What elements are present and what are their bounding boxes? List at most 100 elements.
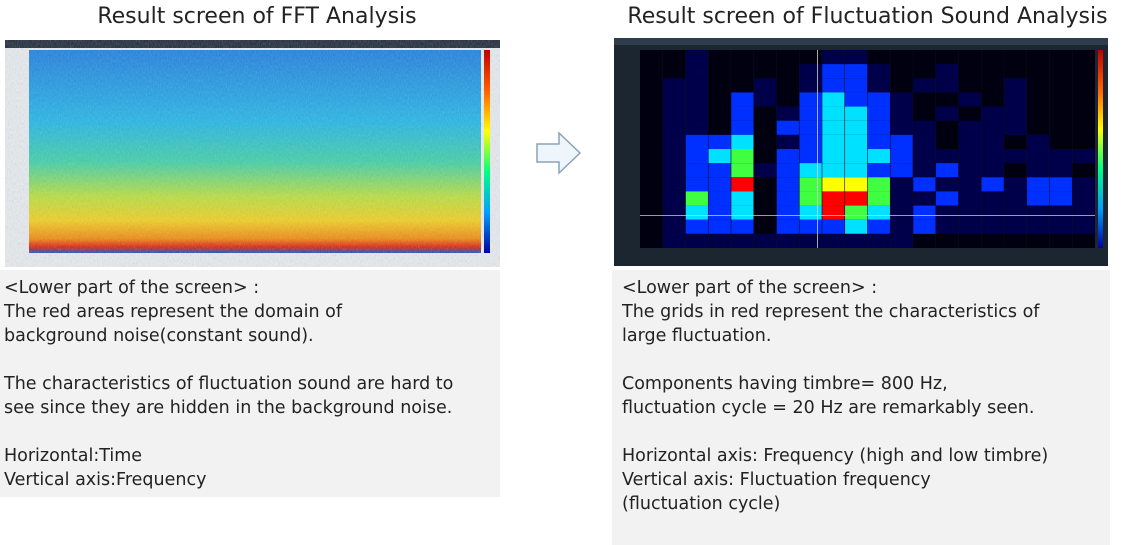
heat-cell	[708, 219, 731, 234]
heat-cell	[958, 177, 982, 192]
heat-cell	[935, 149, 959, 164]
heat-cell	[1004, 78, 1027, 93]
spectrogram-texture	[29, 50, 481, 253]
heat-cell	[1072, 191, 1095, 206]
right-title: Result screen of Fluctuation Sound Analy…	[627, 4, 1108, 29]
heat-cell	[1072, 177, 1095, 192]
heat-cell	[981, 191, 1004, 206]
text-line: large fluctuation.	[622, 326, 772, 346]
heat-cell	[958, 92, 982, 107]
paragraph: <Lower part of the screen> : The red area…	[4, 276, 500, 348]
heat-cell	[799, 219, 822, 234]
heat-cell	[890, 149, 913, 164]
heat-cell	[799, 134, 822, 149]
heat-cell	[958, 219, 982, 234]
heat-cell	[708, 191, 731, 206]
heat-cell	[731, 120, 754, 135]
text-line: Horizontal axis: Frequency (high and low…	[622, 446, 1049, 466]
heat-cell	[981, 106, 1004, 121]
heat-cell	[1004, 120, 1027, 135]
heat-cell	[685, 191, 709, 206]
heat-cell	[844, 64, 868, 79]
heat-cell	[731, 205, 754, 220]
heat-cell	[867, 191, 891, 206]
heat-cell	[981, 219, 1004, 234]
heat-cell	[776, 191, 800, 206]
heat-cell	[776, 120, 800, 135]
heat-cell	[1026, 205, 1050, 220]
heat-cell	[822, 205, 845, 220]
heat-cell	[685, 233, 709, 248]
heat-cell	[867, 205, 891, 220]
heat-cell	[890, 233, 913, 248]
heat-cell	[913, 163, 936, 178]
heat-cell	[685, 149, 709, 164]
arrow-shape	[536, 131, 582, 175]
heat-cell	[935, 106, 959, 121]
heat-cell	[731, 233, 754, 248]
heat-cell	[981, 134, 1004, 149]
heat-cell	[731, 92, 754, 107]
heat-cell	[1004, 92, 1027, 107]
paragraph: Horizontal:Time Vertical axis:Frequency	[4, 444, 500, 492]
heat-cell	[799, 205, 822, 220]
heat-cell	[935, 205, 959, 220]
heat-cell	[731, 191, 754, 206]
heat-cell	[822, 120, 845, 135]
text-line: background noise(constant sound).	[4, 326, 314, 346]
heat-cell	[844, 78, 868, 93]
heat-cell	[662, 78, 686, 93]
text-line: Horizontal:Time	[4, 446, 143, 466]
heat-cell	[731, 177, 754, 192]
heat-cell	[662, 92, 686, 107]
fft-screenshot	[5, 40, 500, 267]
heat-cell	[1004, 106, 1027, 121]
heat-cell	[1026, 134, 1050, 149]
heat-cell	[776, 163, 800, 178]
heat-cell	[867, 233, 891, 248]
heat-cell	[981, 205, 1004, 220]
heat-cell	[1004, 191, 1027, 206]
text-line: <Lower part of the screen> :	[622, 278, 878, 298]
heat-cell	[799, 64, 822, 79]
heat-cell	[867, 134, 891, 149]
heat-cell	[867, 149, 891, 164]
text-line: The characteristics of fluctuation sound…	[4, 374, 454, 394]
arrow	[536, 131, 582, 175]
text-line: Components having timbre= 800 Hz,	[622, 374, 948, 394]
heat-cell	[753, 233, 777, 248]
heat-cell	[731, 219, 754, 234]
heat-cell	[776, 233, 800, 248]
right-description: <Lower part of the screen> : The grids in…	[612, 270, 1110, 545]
heat-cell	[890, 92, 913, 107]
heat-cell	[822, 177, 845, 192]
heat-cell	[913, 191, 936, 206]
heat-cell	[890, 106, 913, 121]
heat-cell	[685, 64, 709, 79]
heat-cell	[867, 163, 891, 178]
title-bar	[5, 40, 500, 48]
heat-cell	[822, 233, 845, 248]
text-line: fluctuation cycle = 20 Hz are remarkably…	[622, 398, 1035, 418]
heat-cell	[776, 149, 800, 164]
heat-cell	[1049, 149, 1073, 164]
left-description: <Lower part of the screen> : The red area…	[0, 270, 500, 497]
heat-cell	[662, 120, 686, 135]
heat-cell	[662, 205, 686, 220]
heat-cell	[708, 205, 731, 220]
heat-cell	[822, 78, 845, 93]
text-line: Vertical axis:Frequency	[4, 470, 207, 490]
heat-cell	[1049, 205, 1073, 220]
heat-cell	[753, 92, 777, 107]
heat-cell	[799, 78, 822, 93]
heat-cell	[1026, 149, 1050, 164]
heat-cell	[913, 120, 936, 135]
heat-cell	[935, 177, 959, 192]
heat-cell	[708, 177, 731, 192]
paragraph: The characteristics of fluctuation sound…	[4, 372, 500, 420]
paragraph: Horizontal axis: Frequency (high and low…	[622, 444, 1110, 516]
heat-cell	[958, 134, 982, 149]
heat-cell	[981, 163, 1004, 178]
heat-cell	[822, 106, 845, 121]
heat-cell	[890, 163, 913, 178]
